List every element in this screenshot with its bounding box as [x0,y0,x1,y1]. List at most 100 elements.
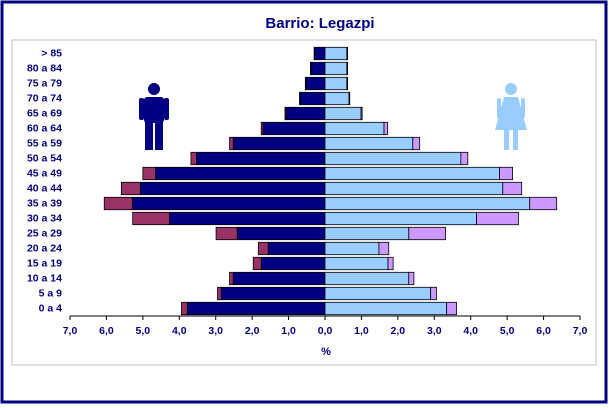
bar [324,211,477,226]
y-tick-label: 75 a 79 [27,77,62,89]
bar [190,151,197,166]
x-tick-label: 3,0 [208,325,223,337]
bar [229,271,234,286]
x-tick-label: 0,0 [318,325,333,337]
y-tick-label: 25 a 29 [27,227,62,239]
bar [346,76,348,91]
bar [502,181,523,196]
x-tick-label: 5,0 [500,325,515,337]
bar [324,136,414,151]
bar [139,181,326,196]
bar [324,241,380,256]
y-tick-label: 10 a 14 [27,272,62,284]
bar [305,76,326,91]
bar [142,166,157,181]
bar [257,241,269,256]
bar [324,226,410,241]
bar [155,166,326,181]
x-tick-label: 5,0 [136,325,151,337]
x-tick-label: 6,0 [536,325,551,337]
bar [217,286,222,301]
bar [132,211,170,226]
bar [120,181,141,196]
x-tick-label: 2,0 [391,325,406,337]
bar [215,226,238,241]
y-tick-label: 70 a 74 [27,92,62,104]
x-tick-label: 1,0 [281,325,296,337]
x-tick-label: 4,0 [172,325,187,337]
bar [529,196,558,211]
x-tick-label: 7,0 [63,325,78,337]
bar [324,76,348,91]
bar [324,61,348,76]
bar [408,226,446,241]
bar [181,301,188,316]
x-tick-label: 7,0 [573,325,588,337]
x-axis-label: % [321,346,331,358]
bar [252,256,262,271]
bar [262,121,326,136]
y-tick-label: 35 a 39 [27,197,62,209]
bar [408,271,415,286]
bar [220,286,326,301]
y-tick-label: 20 a 24 [27,242,62,254]
bar [310,61,326,76]
bar [460,151,469,166]
bar [310,61,312,76]
bar [324,91,350,106]
bar [314,46,326,61]
bar [236,226,326,241]
bar [324,121,385,136]
y-tick-label: 5 a 9 [39,287,63,299]
x-tick-label: 4,0 [463,325,478,337]
bar [360,106,363,121]
x-tick-label: 6,0 [99,325,114,337]
bar [324,106,362,121]
bar [348,91,351,106]
bar [383,121,389,136]
y-tick-label: 65 a 69 [27,107,62,119]
bar [412,136,421,151]
bar [169,211,326,226]
bar [324,301,448,316]
bar [324,256,389,271]
bar [232,271,326,286]
bar [267,241,326,256]
x-tick-label: 3,0 [427,325,442,337]
bar [186,301,326,316]
y-tick-label: 40 a 44 [27,182,62,194]
x-tick-label: 1,0 [354,325,369,337]
bar [229,136,234,151]
male-icon [139,83,169,150]
bar [346,46,348,61]
y-tick-label: 55 a 59 [27,137,62,149]
bar [324,151,462,166]
bar [476,211,519,226]
plot-frame [11,39,597,366]
y-tick-label: 80 a 84 [27,62,62,74]
bar [324,271,410,286]
bar [324,46,348,61]
y-tick-label: 0 a 4 [39,302,63,314]
y-tick-label: 15 a 19 [27,257,62,269]
bar [131,196,326,211]
bar [324,166,500,181]
bar [324,286,432,301]
bar [499,166,514,181]
y-tick-label: > 85 [41,47,62,59]
y-tick-label: 45 a 49 [27,167,62,179]
bar [196,151,326,166]
bar [304,76,307,91]
x-tick-label: 2,0 [245,325,260,337]
bar [324,196,531,211]
bar [430,286,437,301]
bar [446,301,457,316]
bar [313,46,316,61]
bar [299,91,326,106]
bar [378,241,390,256]
bar [232,136,326,151]
bar [324,181,504,196]
y-tick-label: 60 a 64 [27,122,62,134]
bar [103,196,133,211]
